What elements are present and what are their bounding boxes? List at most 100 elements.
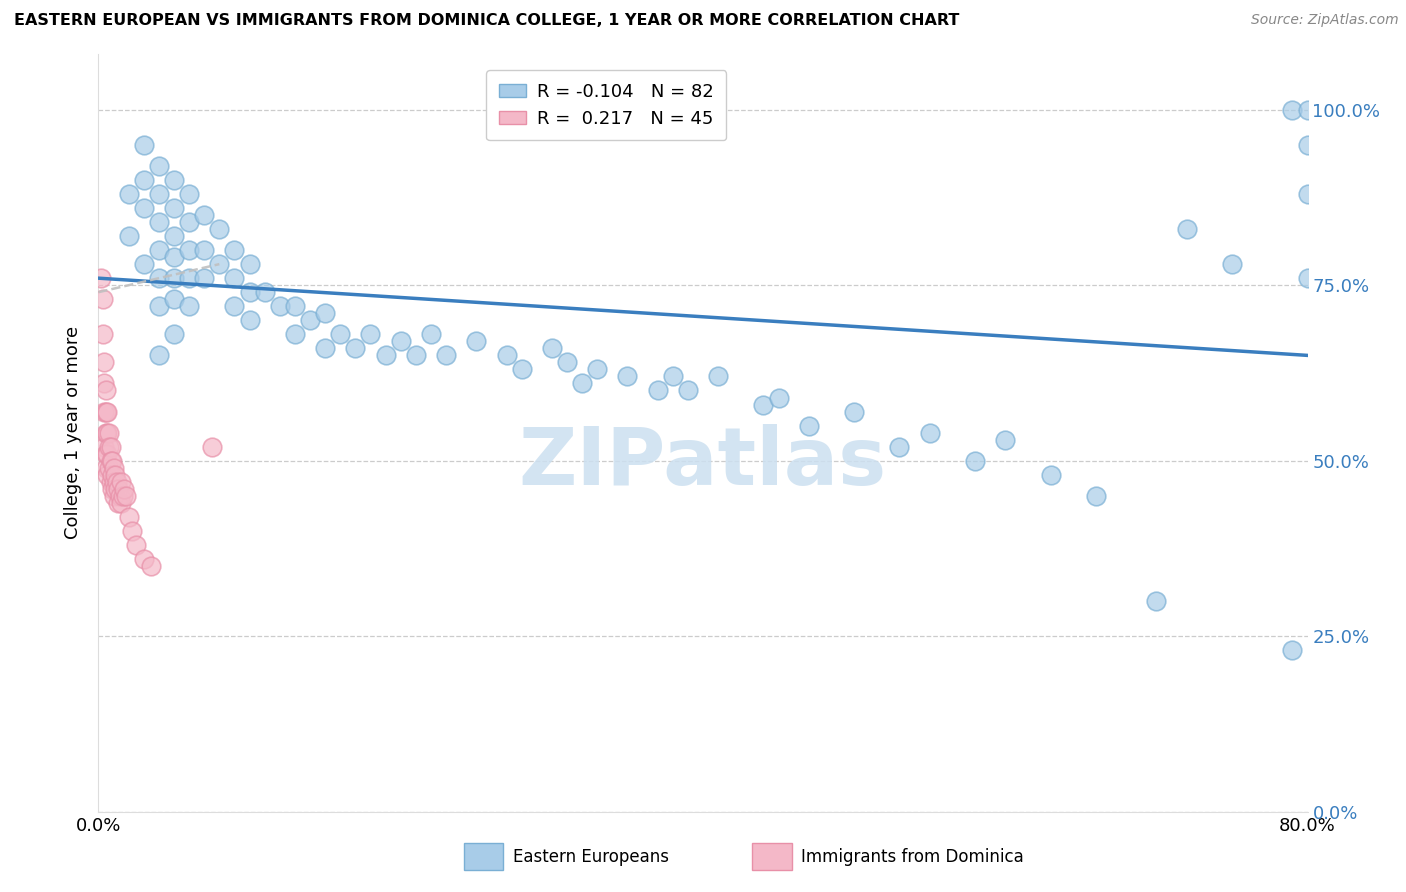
Point xyxy=(125,538,148,552)
Point xyxy=(389,334,412,349)
Point xyxy=(918,425,941,440)
Point xyxy=(93,376,115,391)
Point xyxy=(132,201,155,215)
Point xyxy=(889,440,911,454)
Point xyxy=(98,440,121,454)
Point xyxy=(1296,186,1319,201)
Point xyxy=(94,404,117,418)
Point xyxy=(118,186,141,201)
Point xyxy=(1085,489,1108,503)
Point xyxy=(299,313,322,327)
Point xyxy=(344,342,367,356)
Point xyxy=(239,285,262,300)
Point xyxy=(1296,103,1319,117)
Point xyxy=(114,489,136,503)
Point xyxy=(103,489,125,503)
Point xyxy=(179,215,201,229)
Point xyxy=(201,440,224,454)
Point xyxy=(540,342,562,356)
Point xyxy=(284,327,307,342)
Point xyxy=(91,292,114,306)
Point xyxy=(1281,643,1303,657)
Point xyxy=(93,355,115,369)
Point xyxy=(148,299,170,313)
Point xyxy=(269,299,291,313)
Point xyxy=(193,271,215,285)
Text: EASTERN EUROPEAN VS IMMIGRANTS FROM DOMINICA COLLEGE, 1 YEAR OR MORE CORRELATION: EASTERN EUROPEAN VS IMMIGRANTS FROM DOMI… xyxy=(14,13,959,29)
Point xyxy=(405,348,427,362)
Point xyxy=(111,489,134,503)
Point xyxy=(179,186,201,201)
Point xyxy=(374,348,396,362)
Point xyxy=(1144,594,1167,608)
Point xyxy=(208,222,231,236)
Point xyxy=(98,460,121,475)
Point xyxy=(121,524,143,538)
Point xyxy=(163,173,186,187)
Point xyxy=(104,482,127,496)
Point xyxy=(179,299,201,313)
Point xyxy=(103,460,125,475)
Point xyxy=(96,404,118,418)
Point xyxy=(1220,257,1243,271)
Point xyxy=(100,440,122,454)
Point xyxy=(132,257,155,271)
Point xyxy=(676,384,699,398)
Point xyxy=(1296,271,1319,285)
Point xyxy=(193,208,215,222)
Point xyxy=(96,447,118,461)
Point xyxy=(112,482,135,496)
Point xyxy=(100,453,122,467)
Point xyxy=(965,453,987,467)
Point xyxy=(101,467,124,482)
Point xyxy=(148,243,170,257)
Point xyxy=(179,271,201,285)
Point xyxy=(108,489,131,503)
Point xyxy=(98,425,121,440)
Point xyxy=(208,257,231,271)
Point xyxy=(661,369,683,384)
Point xyxy=(163,271,186,285)
Point xyxy=(101,453,124,467)
Point xyxy=(239,313,262,327)
Point xyxy=(1296,137,1319,152)
Point xyxy=(163,327,186,342)
Point xyxy=(284,299,307,313)
Point xyxy=(434,348,457,362)
Point xyxy=(224,299,246,313)
Point xyxy=(107,496,129,510)
Point xyxy=(94,460,117,475)
Point xyxy=(148,159,170,173)
Point xyxy=(105,475,128,489)
Point xyxy=(148,271,170,285)
Point xyxy=(571,376,593,391)
Point xyxy=(148,215,170,229)
Point xyxy=(179,243,201,257)
Point xyxy=(118,509,141,524)
Point xyxy=(420,327,443,342)
Point xyxy=(132,173,155,187)
Point xyxy=(94,425,117,440)
Point xyxy=(616,369,638,384)
Point xyxy=(107,482,129,496)
Point xyxy=(163,250,186,264)
Point xyxy=(224,243,246,257)
Point xyxy=(110,496,132,510)
Point xyxy=(163,292,186,306)
Point xyxy=(91,327,114,342)
Point xyxy=(100,475,122,489)
Point xyxy=(118,229,141,244)
Point xyxy=(93,440,115,454)
Point xyxy=(141,559,163,574)
Point xyxy=(360,327,382,342)
Point xyxy=(329,327,352,342)
Point xyxy=(994,433,1017,447)
Legend: R = -0.104   N = 82, R =  0.217   N = 45: R = -0.104 N = 82, R = 0.217 N = 45 xyxy=(486,70,727,140)
Point xyxy=(96,425,118,440)
Point xyxy=(586,362,609,376)
Point xyxy=(768,391,790,405)
Point xyxy=(90,271,112,285)
Point xyxy=(110,475,132,489)
Y-axis label: College, 1 year or more: College, 1 year or more xyxy=(65,326,83,539)
Point xyxy=(495,348,517,362)
